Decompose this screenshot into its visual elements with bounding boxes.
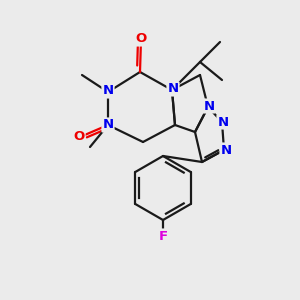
Text: N: N	[220, 143, 232, 157]
Text: N: N	[167, 82, 178, 95]
Text: O: O	[135, 32, 147, 46]
Text: N: N	[218, 116, 229, 128]
Text: F: F	[158, 230, 168, 242]
Text: N: N	[203, 100, 214, 112]
Text: O: O	[74, 130, 85, 143]
Text: N: N	[102, 118, 114, 131]
Text: N: N	[102, 85, 114, 98]
